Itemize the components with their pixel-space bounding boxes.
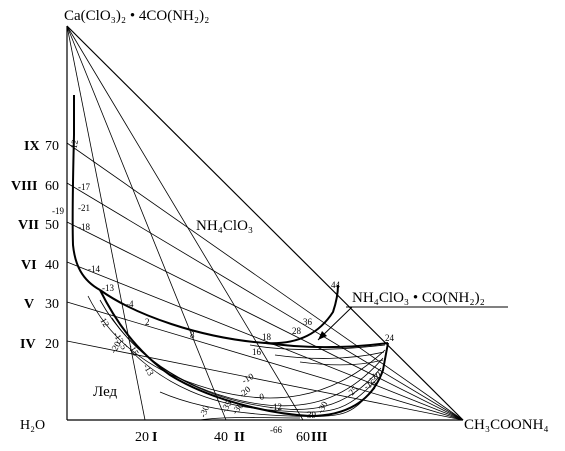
left-axis-value-20: 20 [45, 337, 59, 352]
boundary-nh4clo3 [99, 284, 339, 345]
left-axis-roman-iv: IV [20, 337, 36, 352]
temp-label: 2 [145, 317, 150, 327]
field-label-ice: Лед [93, 384, 118, 400]
temp-label: 24 [385, 333, 395, 343]
isotherm-8 [274, 351, 385, 359]
bottom-axis-value-60: 60 [296, 430, 310, 445]
bottom-axis-roman-iii: III [311, 430, 327, 445]
temp-label: -12 [270, 402, 282, 412]
secant-line-iii [66, 25, 304, 421]
secant-line-viii [66, 182, 464, 421]
complex-arrow-head [318, 331, 327, 340]
temp-label: -66 [270, 425, 282, 435]
left-axis-labels: IX 70 VIII 60 VII 50 VI 40 V 30 IV 20 [11, 139, 59, 352]
temp-label: 28 [292, 326, 302, 336]
temp-label: -21 [78, 203, 90, 213]
isotherm-6 [199, 417, 301, 421]
secant-line-vi [66, 261, 464, 421]
bottom-axis-roman-ii: II [234, 430, 245, 445]
temp-label: 36 [303, 317, 313, 327]
temp-label: 0 [259, 391, 266, 402]
boundary-ice [99, 289, 389, 418]
isotherm-5 [159, 387, 376, 417]
vertex-top-label: Ca(ClO₃)₂ • 4CO(NH₂)₂ [64, 8, 209, 24]
vertex-bottom-right-label: CH₃COONH₄ [464, 417, 549, 433]
temp-label: -10 [240, 371, 256, 386]
left-axis-roman-ix: IX [24, 139, 40, 154]
bottom-axis-labels: 20 I 40 II 60 III [135, 430, 327, 445]
temp-label: 12 [98, 316, 111, 329]
left-axis-value-30: 30 [45, 297, 59, 312]
bottom-axis-roman-i: I [152, 430, 157, 445]
left-axis-value-40: 40 [45, 258, 59, 273]
temp-label: 18 [262, 332, 272, 342]
temp-label: 16 [252, 347, 262, 357]
temp-label: -13 [141, 362, 156, 378]
bottom-axis-value-20: 20 [135, 430, 149, 445]
left-axis-roman-vii: VII [18, 218, 39, 233]
field-label-nh4clo3: NH₄ClO₃ [196, 218, 253, 234]
temp-label: -4 [126, 299, 134, 309]
secant-line-v [66, 301, 464, 421]
boundary-left-main [71, 95, 101, 291]
isotherm-4 [129, 349, 379, 413]
temp-label: 44 [331, 280, 341, 290]
isotherm-7 [249, 344, 386, 350]
secant-line-vii [66, 221, 464, 421]
left-axis-value-50: 50 [45, 218, 59, 233]
temp-label: -14 [88, 264, 100, 274]
secant-line-ii [66, 25, 227, 421]
temp-label: -39 [304, 410, 316, 420]
temp-label: -13 [102, 283, 114, 293]
left-axis-roman-v: V [24, 297, 34, 312]
secant-line-ix [66, 142, 464, 421]
left-axis-value-70: 70 [45, 139, 59, 154]
temp-label: -30 [197, 404, 211, 419]
isotherm-1 [87, 295, 386, 399]
temp-label: -12 [68, 139, 80, 153]
vertex-bottom-left-label: H₂O [20, 418, 45, 433]
temp-label: -18 [78, 222, 90, 232]
temp-label: -17 [78, 182, 90, 192]
left-axis-roman-vi: VI [21, 258, 37, 273]
temperature-labels: -12 -17 -19 -21 -18 -14 -13 -4 2 8 16 18… [52, 139, 395, 435]
left-axis-roman-viii: VIII [11, 179, 37, 194]
left-axis-value-60: 60 [45, 179, 59, 194]
isotherm-9 [299, 359, 384, 366]
field-label-complex: NH₄ClO₃ • CO(NH₂)₂ [352, 290, 485, 306]
bottom-axis-value-40: 40 [214, 430, 228, 445]
temp-label: 8 [190, 330, 195, 340]
temp-label: -10 [367, 369, 382, 383]
boundary-complex [265, 342, 389, 349]
temp-label: -19 [52, 206, 64, 216]
hypotenuse-edge [66, 25, 464, 421]
secant-line-iv [66, 340, 464, 421]
